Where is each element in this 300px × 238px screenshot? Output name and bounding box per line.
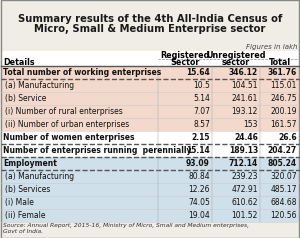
Text: 15.64: 15.64 xyxy=(186,68,210,77)
FancyBboxPatch shape xyxy=(1,51,299,66)
FancyBboxPatch shape xyxy=(1,79,299,92)
Text: 610.62: 610.62 xyxy=(232,198,258,207)
FancyBboxPatch shape xyxy=(1,66,299,79)
Text: 805.24: 805.24 xyxy=(268,159,297,168)
Text: Employment: Employment xyxy=(3,159,57,168)
Text: (b) Service: (b) Service xyxy=(5,94,47,103)
Text: 26.6: 26.6 xyxy=(278,133,297,142)
FancyBboxPatch shape xyxy=(1,183,299,196)
Text: 5.14: 5.14 xyxy=(193,94,210,103)
Text: 104.51: 104.51 xyxy=(232,81,258,90)
FancyBboxPatch shape xyxy=(1,222,299,238)
Text: Total number of working enterprises: Total number of working enterprises xyxy=(3,68,161,77)
Text: 472.91: 472.91 xyxy=(232,185,258,194)
Text: Unregistered: Unregistered xyxy=(206,51,266,60)
FancyBboxPatch shape xyxy=(1,118,299,131)
Text: 712.14: 712.14 xyxy=(229,159,258,168)
Text: 120.56: 120.56 xyxy=(271,211,297,220)
Text: 246.75: 246.75 xyxy=(270,94,297,103)
Text: 189.13: 189.13 xyxy=(229,146,258,155)
Text: Total: Total xyxy=(268,58,291,67)
FancyBboxPatch shape xyxy=(1,144,299,157)
Text: (b) Services: (b) Services xyxy=(5,185,50,194)
Text: Number of enterprises running  perennially: Number of enterprises running perenniall… xyxy=(3,146,191,155)
FancyBboxPatch shape xyxy=(1,105,299,118)
Text: Sector: Sector xyxy=(170,58,200,67)
Text: 361.76: 361.76 xyxy=(268,68,297,77)
FancyBboxPatch shape xyxy=(1,170,299,183)
Text: (ii) Number of urban enterprises: (ii) Number of urban enterprises xyxy=(5,120,129,129)
Text: 15.14: 15.14 xyxy=(186,146,210,155)
FancyBboxPatch shape xyxy=(1,131,299,144)
Text: 24.46: 24.46 xyxy=(234,133,258,142)
Text: 101.52: 101.52 xyxy=(232,211,258,220)
Text: 153: 153 xyxy=(244,120,258,129)
Text: (a) Manufacturing: (a) Manufacturing xyxy=(5,172,74,181)
Text: Summary results of the 4th All-India Census of: Summary results of the 4th All-India Cen… xyxy=(18,14,282,24)
FancyBboxPatch shape xyxy=(1,92,299,105)
FancyBboxPatch shape xyxy=(1,42,299,51)
Text: Details: Details xyxy=(3,58,34,67)
Text: Number of women enterprises: Number of women enterprises xyxy=(3,133,134,142)
Text: 93.09: 93.09 xyxy=(186,159,210,168)
FancyBboxPatch shape xyxy=(1,196,299,209)
Text: 346.12: 346.12 xyxy=(229,68,258,77)
Text: 8.57: 8.57 xyxy=(193,120,210,129)
Text: Micro, Small & Medium Enterprise sector: Micro, Small & Medium Enterprise sector xyxy=(34,24,266,34)
Text: 2.15: 2.15 xyxy=(191,133,210,142)
Text: 204.27: 204.27 xyxy=(268,146,297,155)
Text: Source: Annual Report, 2015-16, Ministry of Micro, Small and Medium enterprises,: Source: Annual Report, 2015-16, Ministry… xyxy=(3,223,249,234)
Text: 161.57: 161.57 xyxy=(271,120,297,129)
Text: 80.84: 80.84 xyxy=(188,172,210,181)
Text: 19.04: 19.04 xyxy=(188,211,210,220)
Text: (i) Number of rural enterprises: (i) Number of rural enterprises xyxy=(5,107,123,116)
Text: 239.23: 239.23 xyxy=(232,172,258,181)
FancyBboxPatch shape xyxy=(1,157,299,170)
Text: 320.07: 320.07 xyxy=(270,172,297,181)
Text: 10.5: 10.5 xyxy=(193,81,210,90)
FancyBboxPatch shape xyxy=(1,0,299,42)
Text: 684.68: 684.68 xyxy=(271,198,297,207)
Text: 200.19: 200.19 xyxy=(271,107,297,116)
FancyBboxPatch shape xyxy=(1,209,299,222)
Text: 241.61: 241.61 xyxy=(232,94,258,103)
Text: (i) Male: (i) Male xyxy=(5,198,34,207)
Text: (a) Manufacturing: (a) Manufacturing xyxy=(5,81,74,90)
Text: Figures in lakh: Figures in lakh xyxy=(245,44,297,50)
Text: Registered: Registered xyxy=(160,51,210,60)
Text: 7.07: 7.07 xyxy=(193,107,210,116)
Text: 485.17: 485.17 xyxy=(271,185,297,194)
Text: 74.05: 74.05 xyxy=(188,198,210,207)
Text: 193.12: 193.12 xyxy=(232,107,258,116)
Text: 12.26: 12.26 xyxy=(188,185,210,194)
Text: 115.01: 115.01 xyxy=(271,81,297,90)
Text: sector: sector xyxy=(222,58,250,67)
Text: (ii) Female: (ii) Female xyxy=(5,211,46,220)
